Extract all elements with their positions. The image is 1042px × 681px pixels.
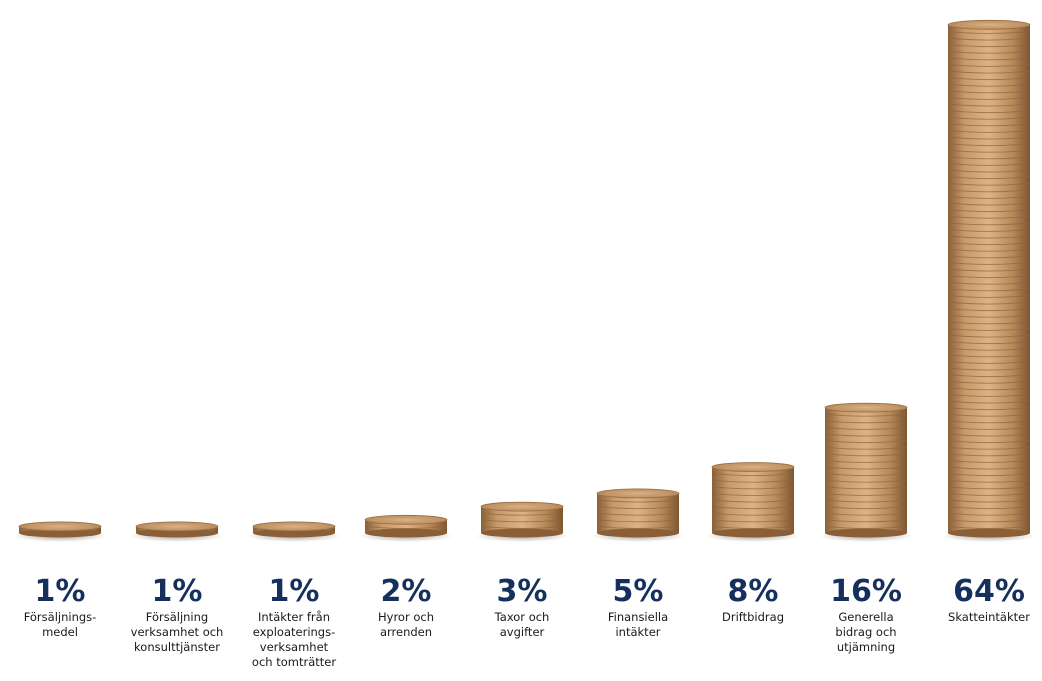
coin-stack	[247, 521, 341, 542]
coin-stack	[13, 521, 107, 542]
coin-stack	[130, 521, 224, 542]
category-label: Driftbidrag	[722, 610, 784, 624]
percentage-label: 1%	[152, 574, 203, 609]
percentage-label: 5%	[613, 574, 664, 609]
category-labels: Försäljnings-medel Försäljning verksamhet …	[24, 610, 1031, 669]
coin-stack	[359, 514, 453, 542]
percentage-label: 8%	[728, 574, 779, 609]
category-label: Försäljning verksamhet och konsulttjänster	[131, 610, 224, 654]
coin-stack	[942, 19, 1036, 542]
percentage-labels: 1% 1% 1% 2% 3% 5% 8% 16% 64%	[35, 574, 1025, 609]
coin-stack	[819, 402, 913, 542]
category-label: Hyror och arrenden	[378, 610, 434, 639]
percentage-label: 3%	[497, 574, 548, 609]
category-label: Skatteintäkter	[948, 610, 1030, 624]
percentage-label: 1%	[269, 574, 320, 609]
category-label: Intäkter från exploaterings-verksamhet och…	[252, 610, 336, 669]
category-label: Generella bidrag och utjämning	[835, 610, 896, 654]
coin-stack	[591, 488, 685, 542]
percentage-label: 1%	[35, 574, 86, 609]
coin-stack	[475, 501, 569, 542]
category-label: Taxor och avgifter	[494, 610, 550, 639]
percentage-label: 16%	[830, 574, 902, 609]
category-label: Försäljnings-medel	[24, 610, 97, 639]
coin-stacks	[13, 19, 1036, 542]
category-label: Finansiella intäkter	[608, 610, 668, 639]
percentage-label: 64%	[953, 574, 1025, 609]
coin-stack	[706, 462, 800, 542]
percentage-label: 2%	[381, 574, 432, 609]
